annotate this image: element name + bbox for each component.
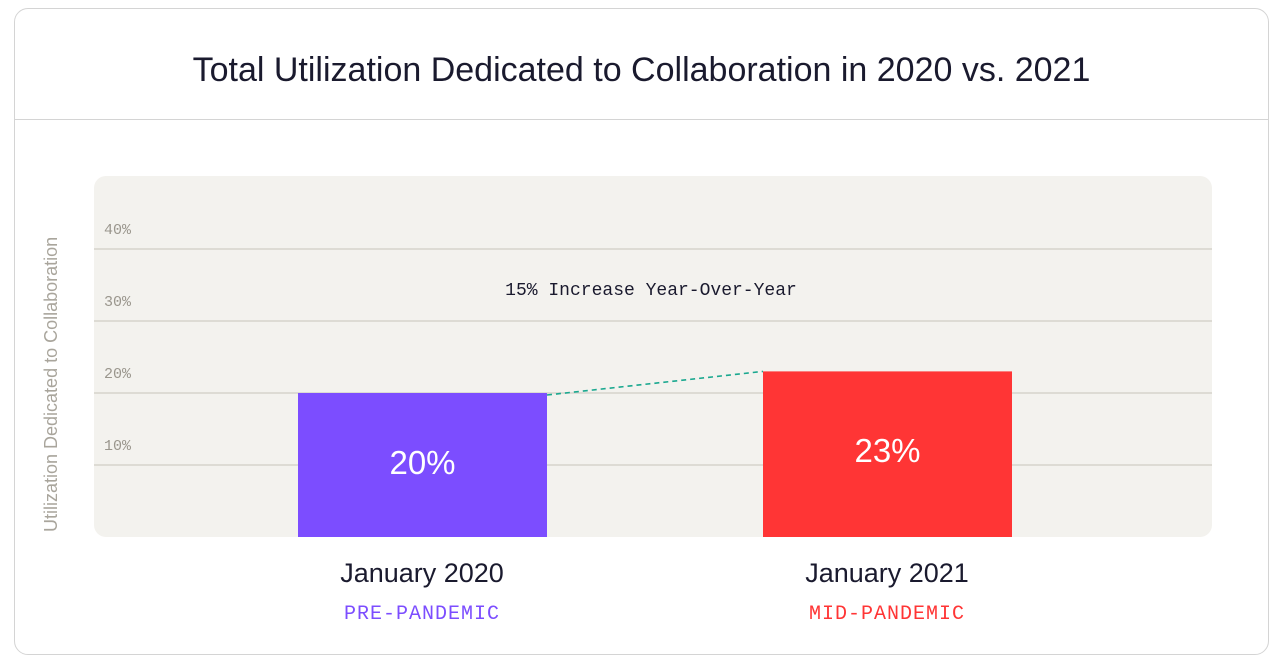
trend-line [546,370,764,396]
gridlines [94,248,1212,466]
y-tick-label-20: 20% [104,366,132,383]
trend-annotation: 15% Increase Year-Over-Year [505,281,797,301]
bars [298,371,1012,537]
chart-title: Total Utilization Dedicated to Collabora… [192,51,1091,89]
bar-2 [763,371,1012,537]
y-tick-label-10: 10% [104,438,132,455]
y-tick-label-30: 30% [104,294,132,311]
category-label-2: January 2021 [805,558,969,588]
category-label-1: January 2020 [340,558,504,588]
title-divider [15,119,1268,120]
bar-value-label-2: 23% [854,432,920,469]
bar-1 [298,393,547,537]
bar-value-labels: 20% 23% [389,432,920,481]
bar-value-label-1: 20% [389,444,455,481]
y-tick-label-40: 40% [104,222,132,239]
subcategory-label-1: PRE-PANDEMIC [343,603,501,626]
subcategory-label-2: MID-PANDEMIC [808,603,966,626]
plot-background [94,176,1212,537]
y-tick-labels: 10% 20% 30% 40% [104,222,132,455]
